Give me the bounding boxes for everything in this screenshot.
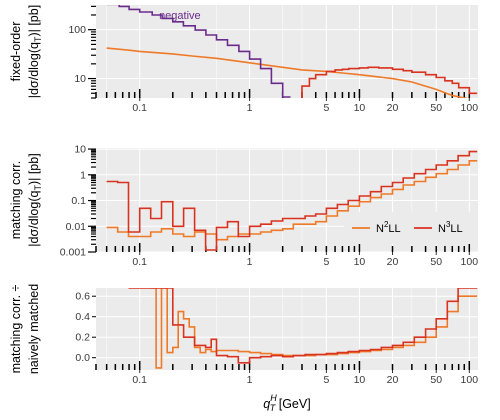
annotation-negative: negative: [159, 10, 201, 22]
series-group: [128, 288, 478, 369]
legend-label-n3ll: N3LL: [438, 220, 463, 235]
y-tick-label: 0.01: [66, 221, 87, 233]
x-tick-label: 5: [323, 374, 329, 386]
x-tick-label: 50: [430, 256, 442, 268]
x-tick-label: 100: [461, 102, 479, 114]
x-tick-label: 20: [387, 102, 399, 114]
x-tick-label: 1: [247, 256, 253, 268]
y-axis-title-line1: fixed-order: [9, 22, 23, 82]
x-tick-label: 10: [354, 256, 366, 268]
series-group: [106, 5, 478, 98]
series-line-n3ll: [128, 288, 478, 364]
series-group: [106, 150, 478, 251]
series-line-n3ll: [301, 66, 478, 98]
y-tick-label: 0.6: [75, 291, 90, 303]
x-tick-label: 10: [354, 102, 366, 114]
panel-fixed-order: 10 100 0.1 1 5 10 20 50 100 negative fixed-order |d…: [9, 5, 479, 114]
panel-ratio: 0.0 0.2 0.4 0.6 0.1 1 5 10 20 50 100 matching corr.…: [9, 284, 478, 386]
y-axis-title-line1: matching corr. ÷: [9, 284, 23, 373]
x-tick-label: 5: [323, 256, 329, 268]
legend-label-n2ll: N2LL: [376, 220, 401, 235]
y-axis-title-line2: |dσ/dlog(qT)| [pb]: [27, 153, 43, 246]
y-axis-title-line1: matching corr.: [9, 161, 23, 240]
x-tick-label: 100: [461, 374, 479, 386]
x-tick-label: 5: [323, 102, 329, 114]
legend: N2LL N3LL: [344, 212, 478, 244]
x-axis-title: qH T [GeV]: [263, 393, 310, 413]
x-tick-label: 0.1: [132, 102, 147, 114]
y-tick-label: 0.4: [75, 311, 90, 323]
series-line-negative: [106, 5, 291, 98]
y-tick-label: 100: [68, 24, 86, 36]
y-axis-title-line2: |dσ/dlog(qT)| [pb]: [27, 5, 43, 98]
y-tick-label: 0.2: [75, 332, 90, 344]
series-line-n3ll: [106, 150, 478, 251]
x-tick-label: 0.1: [132, 256, 147, 268]
y-tick-label: 10: [74, 144, 86, 156]
x-tick-label: 100: [461, 256, 479, 268]
x-tick-label: 10: [354, 374, 366, 386]
y-tick-label: 0.001: [60, 247, 86, 259]
x-tick-label: 0.1: [132, 374, 147, 386]
panel-matching-corr: 0.001 0.01 0.1 1 10 0.1 1 5 10 20 50 100 matching co…: [9, 144, 478, 268]
y-axis-title-line2: naively matched: [27, 284, 41, 374]
y-tick-label: 0.1: [71, 195, 86, 207]
x-tick-label: 50: [430, 374, 442, 386]
x-tick-label: 1: [247, 102, 253, 114]
series-line-n2ll: [150, 288, 478, 369]
x-tick-label: 50: [430, 102, 442, 114]
series-line-n2ll: [106, 47, 469, 98]
series-line-n2ll: [106, 160, 478, 241]
y-tick-label: 10: [74, 73, 86, 85]
x-tick-label: 20: [387, 256, 399, 268]
x-tick-label: 20: [387, 374, 399, 386]
x-tick-label: 1: [247, 374, 253, 386]
y-tick-label: 0.0: [75, 352, 90, 364]
y-tick-label: 1: [80, 169, 86, 181]
